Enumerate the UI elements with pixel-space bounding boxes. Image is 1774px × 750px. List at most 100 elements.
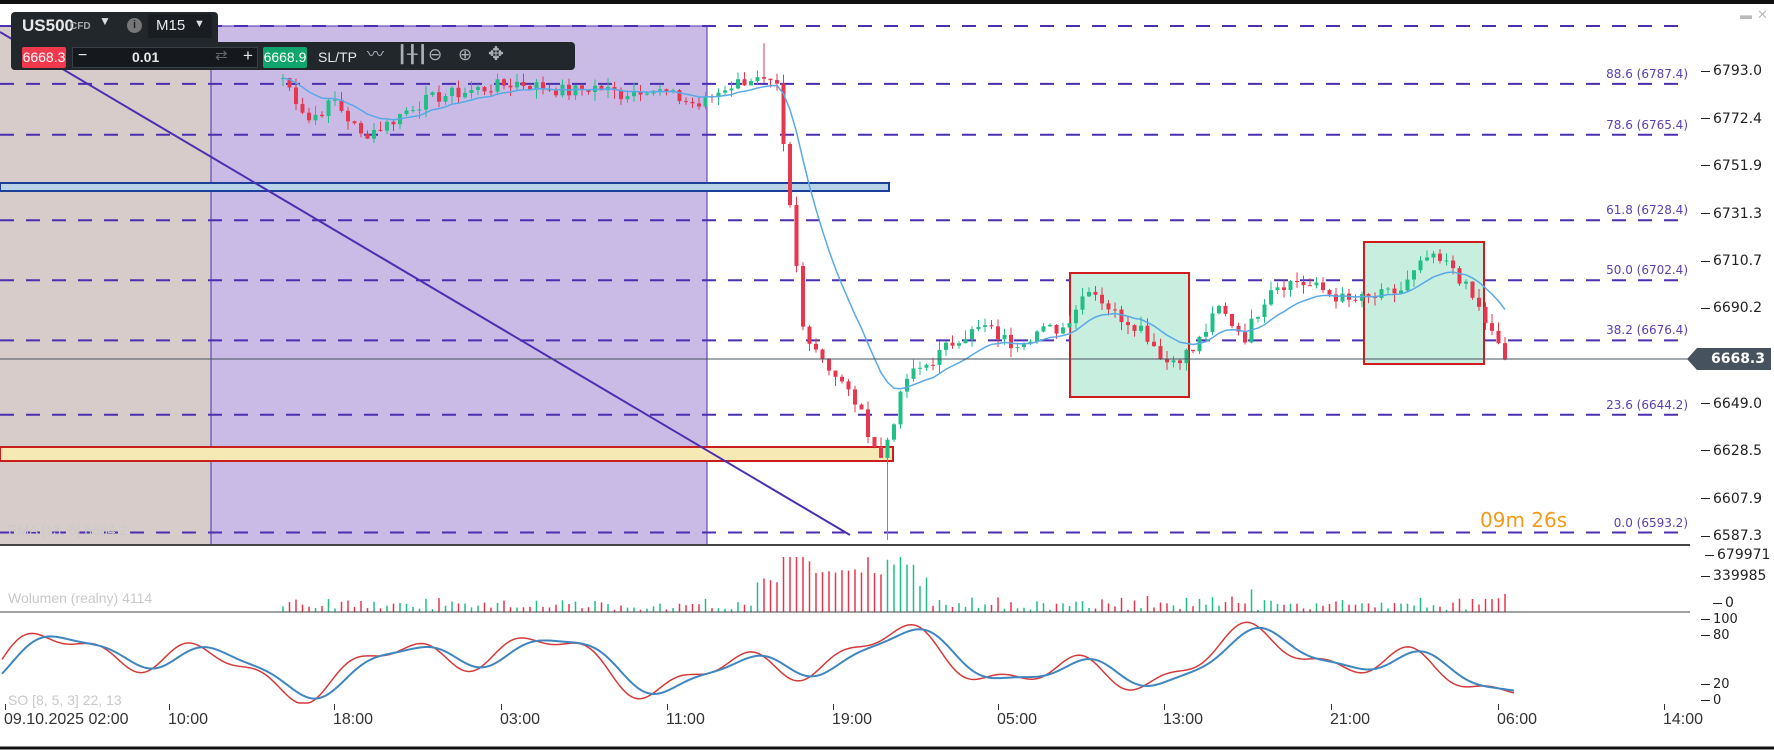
candle-body bbox=[937, 349, 942, 365]
candle-body bbox=[339, 99, 344, 111]
ema-indicator-label[interactable]: EMA [13, 0] 6684.2 bbox=[8, 522, 128, 538]
candle-body bbox=[1054, 324, 1059, 334]
candle-body bbox=[1444, 260, 1449, 262]
candle-body bbox=[983, 325, 987, 327]
candle-body bbox=[957, 343, 961, 346]
candle-countdown: 09m 26s bbox=[1480, 508, 1568, 532]
candle-body bbox=[1230, 313, 1234, 327]
candle-body bbox=[703, 96, 708, 107]
stoch-axis-20: 20 bbox=[1701, 678, 1730, 692]
candle-body bbox=[1269, 290, 1273, 305]
symbol-dropdown-icon[interactable]: ▼ bbox=[99, 14, 111, 28]
candle-body bbox=[1035, 331, 1039, 342]
candle-body bbox=[866, 409, 870, 438]
minimize-pane-button[interactable]: ▬ bbox=[1740, 8, 1752, 22]
zoom-in-icon[interactable]: ⊕ bbox=[458, 45, 473, 64]
volume-indicator-label[interactable]: Wolumen (realny) 4114 bbox=[8, 590, 153, 606]
candle-body bbox=[346, 110, 350, 122]
time-axis-label: 10:00 bbox=[168, 711, 209, 728]
symbol-name[interactable]: US500 bbox=[22, 16, 74, 35]
candle-body bbox=[833, 370, 838, 377]
candle-body bbox=[1360, 294, 1364, 301]
candle-body bbox=[1334, 294, 1338, 302]
candle-body bbox=[996, 326, 1000, 340]
candle-body bbox=[1451, 260, 1455, 269]
candle-body bbox=[430, 92, 435, 95]
candle-body bbox=[573, 85, 578, 96]
buy-button[interactable]: 6668.9 bbox=[263, 47, 307, 68]
candle-body bbox=[1379, 289, 1384, 298]
candle-body bbox=[840, 376, 844, 382]
candle-body bbox=[1087, 291, 1091, 297]
close-pane-button[interactable]: ✕ bbox=[1757, 7, 1768, 22]
candle-body bbox=[924, 364, 929, 368]
sltp-button[interactable]: SL/TP bbox=[318, 49, 357, 65]
candlestick-chart-icon[interactable]: ┃╂┃ bbox=[397, 45, 428, 64]
candle-body bbox=[755, 77, 760, 82]
candle-body bbox=[807, 326, 812, 344]
time-axis-tick bbox=[334, 704, 335, 710]
candle-body bbox=[963, 339, 968, 344]
increase-quantity-button[interactable]: + bbox=[243, 46, 253, 65]
quantity-input[interactable]: 0.01 bbox=[132, 49, 160, 65]
info-icon[interactable]: i bbox=[127, 18, 142, 33]
zoom-out-icon[interactable]: ⊖ bbox=[428, 45, 443, 64]
candle-body bbox=[417, 109, 422, 111]
timeframe-select[interactable]: M15 ▼ bbox=[148, 14, 212, 38]
line-chart-icon[interactable]: 〰 bbox=[367, 45, 384, 64]
move-icon[interactable]: ✥ bbox=[488, 44, 504, 65]
candle-body bbox=[333, 99, 337, 101]
candle-body bbox=[632, 91, 636, 97]
candle-body bbox=[664, 89, 669, 93]
candle-body bbox=[677, 90, 682, 102]
candle-body bbox=[690, 101, 695, 104]
candle-body bbox=[697, 103, 701, 107]
candle-body bbox=[989, 325, 994, 327]
candle-body bbox=[437, 92, 441, 102]
time-axis-label: 11:00 bbox=[666, 711, 705, 728]
candle-body bbox=[898, 391, 903, 425]
candle-body bbox=[1041, 326, 1046, 332]
candle-body bbox=[944, 342, 948, 350]
stochastic-indicator-label[interactable]: SO [8, 5, 3] 22, 13 bbox=[8, 692, 122, 708]
candle-body bbox=[749, 81, 753, 86]
candle-body bbox=[619, 90, 623, 100]
candle-body bbox=[918, 367, 922, 369]
sell-button[interactable]: 6668.3 bbox=[22, 47, 66, 68]
candle-body bbox=[528, 86, 532, 90]
candle-body bbox=[1080, 296, 1085, 310]
candle-body bbox=[508, 85, 513, 88]
symbol-type: CFD bbox=[70, 21, 91, 32]
candle-body bbox=[1262, 304, 1267, 318]
candle-body bbox=[495, 79, 500, 92]
swap-icon[interactable]: ⇄ bbox=[215, 47, 228, 64]
candle-body bbox=[872, 437, 877, 447]
candle-body bbox=[1477, 297, 1481, 307]
candle-body bbox=[1015, 347, 1020, 349]
candle-body bbox=[950, 342, 955, 346]
candle-body bbox=[1321, 282, 1325, 291]
time-axis-tick bbox=[667, 704, 668, 710]
candle-body bbox=[1327, 290, 1332, 295]
stoch-d-line bbox=[1, 626, 1515, 700]
candle-body bbox=[1184, 349, 1189, 364]
candle-body bbox=[476, 87, 480, 90]
time-axis-label: 03:00 bbox=[500, 711, 541, 728]
candle-body bbox=[580, 85, 584, 90]
time-axis-tick bbox=[501, 704, 502, 710]
candle-body bbox=[1178, 360, 1182, 364]
candle-body bbox=[1204, 331, 1208, 337]
candle-body bbox=[1113, 309, 1117, 311]
time-axis-label: 19:00 bbox=[832, 711, 873, 728]
candle-body bbox=[1483, 306, 1488, 324]
candle-body bbox=[1119, 309, 1124, 323]
candle-body bbox=[424, 94, 428, 110]
trend-line bbox=[0, 31, 851, 536]
candle-body bbox=[521, 81, 526, 87]
candle-body bbox=[768, 78, 773, 81]
fib-level-label: 50.0 (6702.4) bbox=[1606, 263, 1688, 278]
candle-body bbox=[781, 83, 786, 144]
decrease-quantity-button[interactable]: − bbox=[78, 47, 88, 64]
candle-body bbox=[846, 381, 851, 390]
